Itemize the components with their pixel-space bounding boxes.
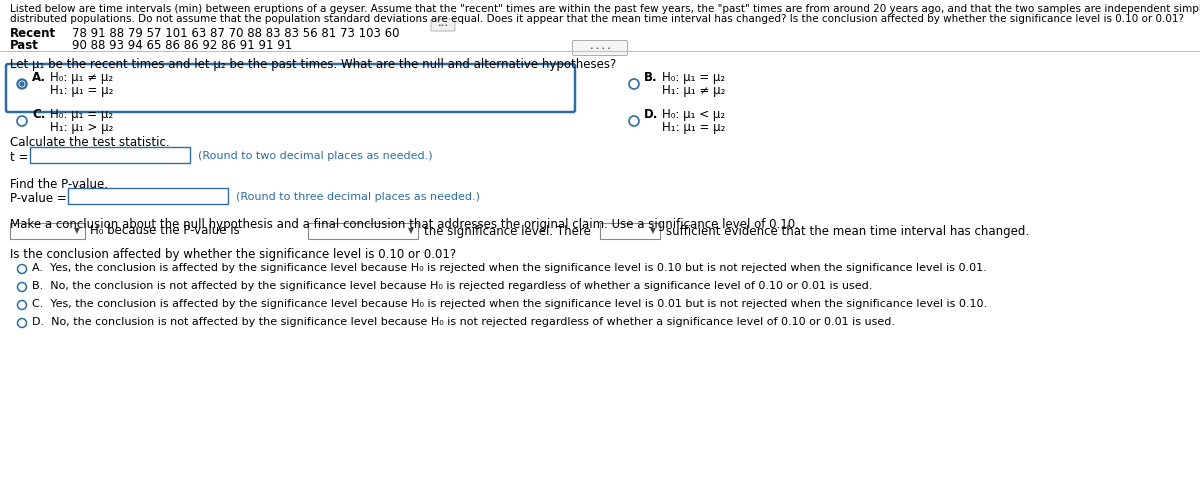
Text: H₀: μ₁ = μ₂: H₀: μ₁ = μ₂ (662, 71, 725, 84)
Text: (Round to two decimal places as needed.): (Round to two decimal places as needed.) (198, 151, 433, 161)
Text: D.: D. (644, 108, 659, 121)
Text: 90 88 93 94 65 86 86 92 86 91 91 91: 90 88 93 94 65 86 86 92 86 91 91 91 (72, 39, 293, 52)
Text: ▼: ▼ (74, 227, 80, 236)
Bar (600, 223, 660, 239)
Circle shape (19, 81, 25, 87)
Text: Calculate the test statistic.: Calculate the test statistic. (10, 136, 169, 149)
Text: distributed populations. Do not assume that the population standard deviations a: distributed populations. Do not assume t… (10, 14, 1184, 24)
Circle shape (17, 79, 28, 89)
Text: Is the conclusion affected by whether the significance level is 0.10 or 0.01?: Is the conclusion affected by whether th… (10, 248, 456, 261)
Text: Find the P-value.: Find the P-value. (10, 178, 108, 191)
Text: Let μ₁ be the recent times and let μ₂ be the past times. What are the null and a: Let μ₁ be the recent times and let μ₂ be… (10, 58, 617, 71)
Text: B.: B. (644, 71, 658, 84)
Text: H₀: μ₁ < μ₂: H₀: μ₁ < μ₂ (662, 108, 725, 121)
Text: B.  No, the conclusion is not affected by the significance level because H₀ is r: B. No, the conclusion is not affected by… (32, 281, 872, 291)
FancyBboxPatch shape (572, 41, 628, 56)
Text: A.: A. (32, 71, 46, 84)
Bar (10, 223, 85, 239)
Bar (68, 188, 228, 204)
Text: sufficient evidence that the mean time interval has changed.: sufficient evidence that the mean time i… (666, 225, 1030, 238)
Text: H₀: μ₁ = μ₂: H₀: μ₁ = μ₂ (50, 108, 113, 121)
Text: P-value =: P-value = (10, 192, 67, 205)
Text: A.  Yes, the conclusion is affected by the significance level because H₀ is reje: A. Yes, the conclusion is affected by th… (32, 263, 986, 273)
Text: Past: Past (10, 39, 38, 52)
Text: Listed below are time intervals (min) between eruptions of a geyser. Assume that: Listed below are time intervals (min) be… (10, 4, 1200, 14)
Text: ▼: ▼ (650, 227, 656, 236)
FancyBboxPatch shape (431, 19, 455, 31)
Circle shape (20, 82, 24, 86)
Text: C.: C. (32, 108, 46, 121)
Text: H₁: μ₁ = μ₂: H₁: μ₁ = μ₂ (662, 121, 725, 134)
Text: • • • •: • • • • (589, 45, 611, 51)
Text: Recent: Recent (10, 27, 56, 40)
Text: 78 91 88 79 57 101 63 87 70 88 83 83 56 81 73 103 60: 78 91 88 79 57 101 63 87 70 88 83 83 56 … (72, 27, 400, 40)
Text: •••: ••• (437, 23, 449, 28)
Text: ●: ● (32, 71, 34, 72)
Text: Make a conclusion about the null hypothesis and a final conclusion that addresse: Make a conclusion about the null hypothe… (10, 218, 799, 231)
Text: D.  No, the conclusion is not affected by the significance level because H₀ is n: D. No, the conclusion is not affected by… (32, 317, 895, 327)
Bar (308, 223, 418, 239)
Text: H₀ because the P-value is: H₀ because the P-value is (90, 225, 240, 238)
Text: t =: t = (10, 151, 29, 164)
Text: H₀: μ₁ ≠ μ₂: H₀: μ₁ ≠ μ₂ (50, 71, 113, 84)
Text: H₁: μ₁ > μ₂: H₁: μ₁ > μ₂ (50, 121, 113, 134)
Bar (30, 147, 190, 163)
Text: the significance level. There: the significance level. There (424, 225, 590, 238)
Text: H₁: μ₁ ≠ μ₂: H₁: μ₁ ≠ μ₂ (662, 84, 725, 97)
Text: C.  Yes, the conclusion is affected by the significance level because H₀ is reje: C. Yes, the conclusion is affected by th… (32, 299, 988, 309)
Text: H₁: μ₁ = μ₂: H₁: μ₁ = μ₂ (50, 84, 113, 97)
FancyBboxPatch shape (6, 64, 575, 112)
Text: ▼: ▼ (408, 227, 414, 236)
Text: (Round to three decimal places as needed.): (Round to three decimal places as needed… (236, 192, 480, 202)
